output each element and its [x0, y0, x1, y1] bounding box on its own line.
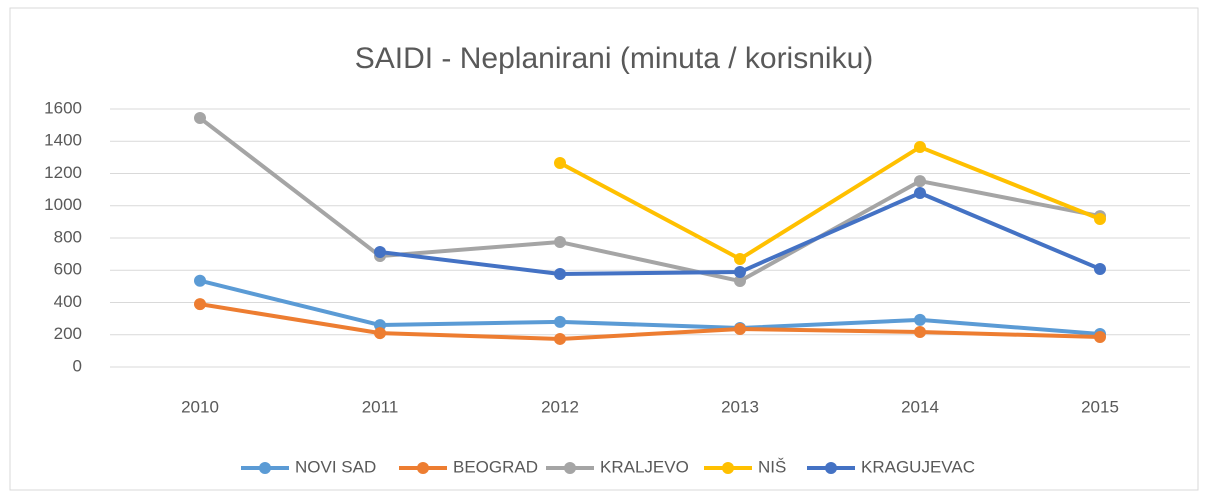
legend-marker — [564, 462, 576, 474]
y-tick-label: 1200 — [44, 163, 82, 182]
point — [194, 112, 206, 125]
legend-marker — [259, 462, 271, 474]
point — [554, 157, 566, 170]
point — [554, 236, 566, 249]
x-tick-label: 2010 — [181, 397, 219, 416]
point — [914, 326, 926, 339]
point — [1094, 262, 1106, 275]
x-tick-label: 2012 — [541, 397, 579, 416]
y-tick-label: 400 — [54, 292, 82, 311]
x-tick-label: 2013 — [721, 397, 759, 416]
x-tick-label: 2015 — [1081, 397, 1119, 416]
point — [194, 274, 206, 287]
x-tick-label: 2014 — [901, 397, 939, 416]
legend-marker — [417, 462, 429, 474]
legend-label: NOVI SAD — [295, 457, 376, 476]
y-tick-label: 200 — [54, 324, 82, 343]
point — [554, 267, 566, 280]
point — [914, 141, 926, 154]
point — [1094, 212, 1106, 225]
point — [194, 298, 206, 311]
y-tick-label: 800 — [54, 227, 82, 246]
legend-label: KRALJEVO — [600, 457, 689, 476]
point — [1094, 331, 1106, 344]
point — [734, 252, 746, 265]
y-tick-label: 0 — [73, 356, 82, 375]
legend-label: NIŠ — [758, 457, 786, 476]
chart-frame — [9, 7, 1199, 491]
point — [554, 332, 566, 345]
series-line — [199, 302, 1101, 341]
legend-marker — [825, 462, 837, 474]
legend-label: KRAGUJEVAC — [861, 457, 975, 476]
point — [914, 187, 926, 200]
series-line — [559, 145, 1101, 261]
series-line — [199, 278, 1101, 336]
point — [734, 322, 746, 335]
legend-label: BEOGRAD — [453, 457, 538, 476]
point — [374, 327, 386, 340]
legend-marker — [722, 462, 734, 474]
point — [734, 266, 746, 279]
y-tick-label: 1400 — [44, 131, 82, 150]
point — [914, 313, 926, 326]
y-tick-label: 1000 — [44, 195, 82, 214]
y-tick-label: 600 — [54, 260, 82, 279]
series-line — [198, 116, 1101, 284]
point — [914, 175, 926, 188]
x-tick-label: 2011 — [362, 397, 399, 416]
point — [374, 246, 386, 259]
chart-title: SAIDI - Neplanirani (minuta / korisniku) — [355, 42, 874, 75]
y-tick-label: 1600 — [44, 98, 82, 117]
point — [554, 315, 566, 328]
point — [734, 275, 746, 288]
